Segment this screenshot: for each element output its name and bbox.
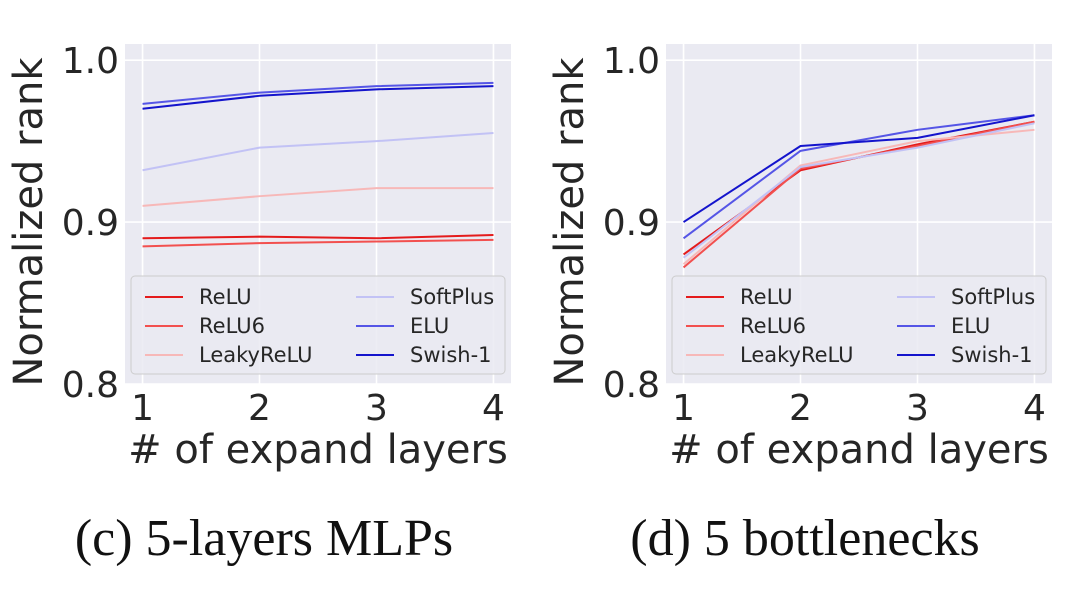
caption-c: (c) 5-layers MLPs	[75, 510, 453, 567]
x-tick-label: 4	[482, 388, 505, 429]
y-tick-label: 1.0	[603, 41, 660, 82]
legend-label-softplus: SoftPlus	[410, 285, 494, 309]
x-tick-label: 2	[789, 388, 812, 429]
series-line-swish-1	[683, 114, 1035, 223]
x-axis-label: # of expand layers	[669, 427, 1049, 473]
y-tick-label: 0.8	[62, 365, 119, 406]
series-line-relu	[142, 234, 494, 240]
x-tick-label: 3	[906, 388, 929, 429]
x-tick-label: 1	[131, 388, 154, 429]
legend: ReLU ReLU6 LeakyReLU SoftPlus ELU Swish-1	[130, 275, 506, 375]
series-line-elu	[142, 81, 494, 105]
legend-label-leakyrelu: LeakyReLU	[740, 343, 854, 367]
series-line-softplus	[142, 132, 494, 172]
legend-label-leakyrelu: LeakyReLU	[199, 343, 313, 367]
x-axis-label: # of expand layers	[128, 427, 508, 473]
legend-label-swish-1: Swish-1	[951, 343, 1033, 367]
legend-label-elu: ELU	[410, 314, 449, 338]
series-line-leakyrelu	[142, 187, 494, 207]
x-tick-label: 3	[365, 388, 388, 429]
series-line-softplus	[682, 122, 1035, 259]
y-tick-label: 0.8	[603, 365, 660, 406]
x-tick-label: 1	[672, 388, 695, 429]
x-tick-label: 4	[1023, 388, 1046, 429]
series-line-swish-1	[142, 85, 494, 110]
caption-d: (d) 5 bottlenecks	[630, 510, 979, 567]
legend: ReLU ReLU6 LeakyReLU SoftPlus ELU Swish-1	[671, 275, 1047, 375]
legend-box	[671, 275, 1047, 375]
series-line-elu	[682, 114, 1035, 240]
x-tick-label: 2	[248, 388, 271, 429]
y-tick-label: 0.9	[62, 203, 119, 244]
chart-panel-c: 1 2 3 4 0.8 0.9 1.0 # of expand layers Normalize…	[6, 41, 511, 473]
legend-label-relu6: ReLU6	[740, 314, 806, 338]
legend-label-elu: ELU	[951, 314, 990, 338]
y-axis-label: Normalized rank	[6, 57, 52, 387]
y-tick-label: 0.9	[603, 203, 660, 244]
legend-box	[130, 275, 506, 375]
legend-label-softplus: SoftPlus	[951, 285, 1035, 309]
y-axis-label: Normalized rank	[547, 57, 593, 387]
legend-label-relu6: ReLU6	[199, 314, 265, 338]
chart-panel-d: 1 2 3 4 0.8 0.9 1.0 # of expand layers Normalize…	[547, 41, 1052, 473]
legend-label-relu: ReLU	[199, 285, 252, 309]
legend-label-swish-1: Swish-1	[410, 343, 492, 367]
y-tick-label: 1.0	[62, 41, 119, 82]
series-line-relu6	[142, 238, 494, 248]
legend-label-relu: ReLU	[740, 285, 793, 309]
